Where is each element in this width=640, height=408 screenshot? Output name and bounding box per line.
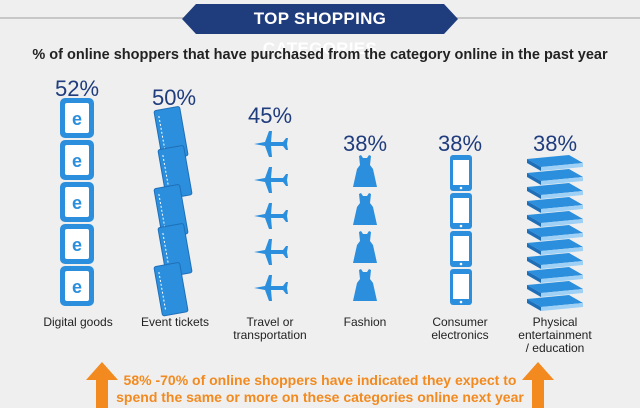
- smartphone-icon: [450, 269, 472, 305]
- dress-icon: [353, 269, 377, 301]
- svg-text:e: e: [72, 235, 82, 255]
- book-icon: [527, 169, 583, 185]
- airplane-icon-stack: [254, 131, 288, 301]
- tablet-e-icon: e: [60, 266, 94, 306]
- value-label-fashion: 38%: [342, 131, 388, 156]
- category-label-line: Travel or: [246, 315, 294, 329]
- book-icon: [527, 225, 583, 241]
- ticket-icon: [153, 262, 189, 317]
- book-icon: [527, 253, 583, 269]
- category-label-travel: Travel or transportation: [215, 316, 325, 342]
- svg-text:e: e: [72, 277, 82, 297]
- tablet-e-icon: e: [60, 98, 94, 138]
- category-label-line: Event tickets: [140, 315, 210, 329]
- smartphone-icon: [450, 231, 472, 267]
- category-label-line: / education: [525, 341, 585, 355]
- tablet-e-icon: e: [60, 140, 94, 180]
- category-label-line: transportation: [233, 328, 307, 342]
- value-label-event-tickets: 50%: [151, 85, 197, 110]
- dress-icon: [353, 155, 377, 187]
- book-icon: [527, 295, 583, 311]
- book-icon: [527, 183, 583, 199]
- banner-title: TOP SHOPPING CATEGORIES: [182, 4, 458, 58]
- category-label-consumer-electronics: Consumer electronics: [405, 316, 515, 342]
- svg-text:e: e: [72, 109, 82, 129]
- airplane-icon: [254, 167, 288, 193]
- airplane-icon: [254, 239, 288, 265]
- category-label-digital-goods: Digital goods: [23, 316, 133, 329]
- category-label-fashion: Fashion: [310, 316, 420, 329]
- svg-text:e: e: [72, 193, 82, 213]
- up-arrow-icon-left: [86, 362, 118, 408]
- footer-note: 58% -70% of online shoppers have indicat…: [100, 372, 540, 406]
- value-label-travel: 45%: [247, 103, 293, 128]
- dress-icon: [353, 231, 377, 263]
- category-label-event-tickets: Event tickets: [120, 316, 230, 329]
- tablet-e-icon: e: [60, 224, 94, 264]
- book-icon: [527, 211, 583, 227]
- book-icon: [527, 239, 583, 255]
- book-icon: [527, 197, 583, 213]
- book-icon: [527, 281, 583, 297]
- category-label-line: Consumer: [432, 315, 488, 329]
- tablet-e-icon: e: [60, 182, 94, 222]
- dress-icon: [353, 193, 377, 225]
- category-label-line: Physical: [532, 315, 578, 329]
- chart-subtitle: % of online shoppers that have purchased…: [32, 47, 608, 63]
- up-arrow-icon-right: [522, 362, 554, 408]
- book-icon: [527, 155, 583, 171]
- category-label-physical-entertainment: Physical entertainment / education: [500, 316, 610, 355]
- value-label-consumer-electronics: 38%: [437, 131, 483, 156]
- ticket-icon-stack: [153, 106, 193, 317]
- category-label-line: entertainment: [518, 328, 592, 342]
- category-label-line: Fashion: [343, 315, 387, 329]
- category-label-line: Digital goods: [43, 315, 113, 329]
- airplane-icon: [254, 203, 288, 229]
- smartphone-icon: [450, 155, 472, 191]
- tablet-e-icon-stack: e e e e e: [60, 98, 94, 306]
- category-label-line: electronics: [431, 328, 489, 342]
- dress-icon-stack: [353, 155, 377, 301]
- book-icon: [527, 267, 583, 283]
- airplane-icon: [254, 275, 288, 301]
- smartphone-icon-stack: [450, 155, 472, 305]
- book-icon-stack: [527, 155, 583, 311]
- value-label-physical-entertainment: 38%: [532, 131, 578, 156]
- svg-text:e: e: [72, 151, 82, 171]
- value-label-digital-goods: 52%: [54, 76, 100, 101]
- footer-line-1: 58% -70% of online shoppers have indicat…: [123, 372, 517, 388]
- airplane-icon: [254, 131, 288, 157]
- footer-line-2: spend the same or more on these categori…: [116, 389, 524, 405]
- smartphone-icon: [450, 193, 472, 229]
